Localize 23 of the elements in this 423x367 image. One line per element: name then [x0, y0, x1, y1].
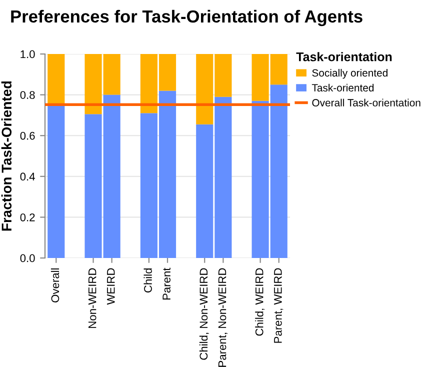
x-tick-label: Parent, Non-WEIRD — [218, 268, 228, 367]
legend-label: Socially oriented — [312, 68, 388, 79]
chart-title: Preferences for Task-Orientation of Agents — [11, 10, 362, 26]
legend-title: Task-orientation — [296, 52, 392, 62]
x-tick-label: Non-WEIRD — [88, 268, 96, 328]
bar — [48, 105, 65, 258]
y-tick-label: 0.0 — [20, 254, 35, 262]
x-tick-label: Overall — [50, 268, 60, 302]
x-tick-label: Child, WEIRD — [255, 268, 265, 336]
x-tick-label: Parent — [162, 268, 170, 300]
bar — [48, 54, 65, 105]
x-tick-label: Parent, WEIRD — [274, 268, 284, 343]
y-tick-label: 0.2 — [20, 213, 35, 222]
x-tick-label: WEIRD — [107, 268, 115, 305]
y-tick-label: 0.8 — [20, 91, 35, 99]
x-tick-label: Child, Non-WEIRD — [199, 268, 209, 360]
ref-line-label: Overall Task-orientation — [312, 98, 420, 106]
y-tick-label: 0.4 — [20, 172, 35, 181]
y-tick-label: 0.6 — [20, 132, 35, 140]
x-tick-label: Child — [144, 268, 152, 292]
legend-label: Task-oriented — [312, 84, 374, 92]
y-tick-label: 1.0 — [20, 50, 35, 58]
y-axis-title: Fraction Task-Oriented — [1, 81, 12, 231]
